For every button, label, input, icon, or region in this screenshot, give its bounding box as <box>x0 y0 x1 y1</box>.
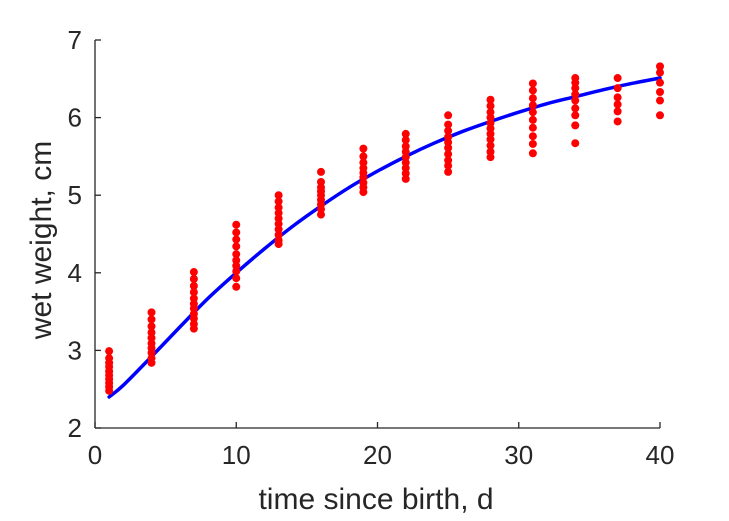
data-point <box>317 167 325 176</box>
data-point <box>189 268 198 277</box>
data-point <box>528 94 537 103</box>
data-point <box>444 143 453 152</box>
data-point <box>359 188 368 197</box>
data-point <box>359 144 368 153</box>
y-tick-label: 2 <box>68 413 82 443</box>
data-point <box>147 322 156 331</box>
fit-line-group <box>107 76 662 399</box>
data-point <box>444 126 453 135</box>
data-point <box>656 87 664 96</box>
data-point <box>189 324 198 333</box>
data-point <box>528 139 537 148</box>
x-tick-label: 20 <box>363 440 392 470</box>
data-point <box>571 104 580 113</box>
data-point <box>613 117 622 126</box>
data-point <box>274 240 283 249</box>
data-point <box>444 120 453 129</box>
data-point <box>656 96 664 105</box>
fit-line <box>107 76 662 399</box>
y-tick-label: 7 <box>68 25 82 55</box>
data-point <box>444 111 453 120</box>
data-point <box>317 210 325 219</box>
data-point <box>613 100 622 109</box>
data-point <box>274 197 283 206</box>
data-point <box>147 358 156 367</box>
y-tick-label: 3 <box>68 335 82 365</box>
data-point <box>613 74 622 83</box>
data-point <box>359 152 368 161</box>
data-point <box>232 228 241 237</box>
data-point <box>613 84 622 93</box>
data-point <box>571 90 580 99</box>
data-point <box>528 132 537 141</box>
x-tick-label: 0 <box>88 440 102 470</box>
data-point <box>571 111 580 120</box>
data-point <box>528 115 537 124</box>
scatter-points <box>105 62 664 395</box>
x-axis-label: time since birth, d <box>258 483 493 516</box>
data-point <box>401 136 410 145</box>
data-point <box>486 141 495 150</box>
data-point <box>571 121 580 130</box>
data-point <box>401 129 410 138</box>
data-point <box>571 96 580 105</box>
data-point <box>528 123 537 132</box>
x-tick-label: 30 <box>504 440 533 470</box>
data-point <box>444 150 453 159</box>
data-point <box>232 274 241 283</box>
data-point <box>571 139 580 148</box>
data-point <box>232 235 241 244</box>
data-point <box>656 78 664 87</box>
data-point <box>528 86 537 95</box>
x-tick-label: 40 <box>646 440 675 470</box>
data-point <box>656 68 664 77</box>
data-point <box>486 135 495 144</box>
data-point <box>189 281 198 290</box>
data-point <box>613 107 622 116</box>
data-point <box>486 101 495 110</box>
data-point <box>232 242 241 251</box>
data-point <box>147 308 156 317</box>
y-axis-label: wet weight, cm <box>25 141 58 340</box>
data-point <box>528 101 537 110</box>
data-point <box>571 84 580 93</box>
data-point <box>444 161 453 170</box>
data-point <box>274 191 283 200</box>
data-point <box>232 250 241 259</box>
data-point <box>147 315 156 324</box>
tick-labels: 0 10 20 30 40 2 3 4 5 6 7 <box>68 25 675 470</box>
data-point <box>528 108 537 117</box>
axes <box>94 39 661 429</box>
data-point <box>105 386 114 395</box>
data-point <box>401 174 410 183</box>
y-tick-label: 4 <box>68 258 82 288</box>
data-point <box>189 275 198 284</box>
x-tick-label: 10 <box>222 440 251 470</box>
data-point <box>232 282 241 291</box>
data-point <box>232 220 241 229</box>
data-point <box>528 79 537 88</box>
data-point <box>656 62 664 71</box>
y-tick-label: 6 <box>68 103 82 133</box>
y-tick-label: 5 <box>68 180 82 210</box>
data-point <box>528 149 537 158</box>
data-point <box>613 93 622 102</box>
data-point <box>486 95 495 104</box>
data-point <box>105 347 114 356</box>
data-point <box>656 111 664 120</box>
data-point <box>444 167 453 176</box>
data-point <box>189 288 198 297</box>
data-point <box>486 153 495 162</box>
data-point <box>232 267 241 276</box>
